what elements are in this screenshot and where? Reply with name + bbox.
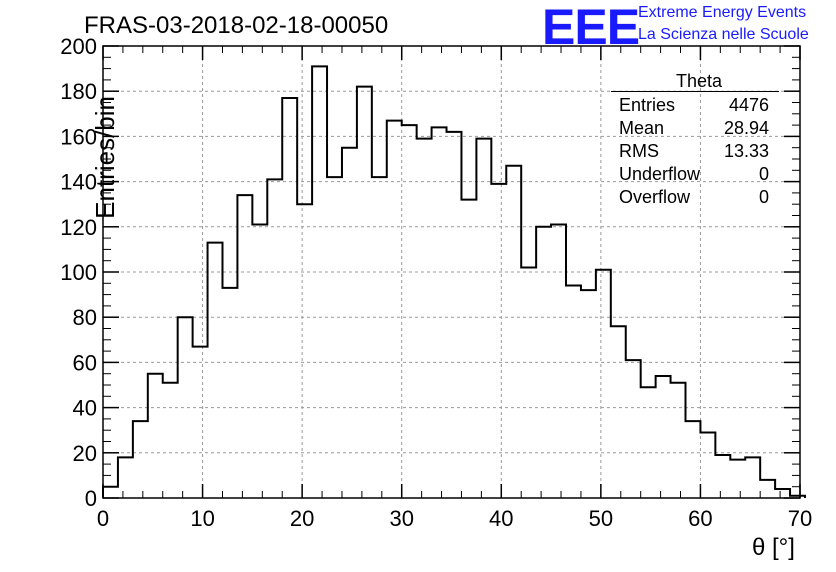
stats-row-underflow: Underflow 0 (611, 163, 779, 186)
logo-line-1: Extreme Energy Events (638, 4, 807, 21)
y-tick-label: 40 (73, 396, 97, 421)
stats-row-entries: Entries 4476 (611, 94, 779, 117)
x-tick-label: 50 (589, 506, 613, 531)
stats-value: 0 (758, 164, 769, 184)
y-tick-label: 160 (60, 124, 97, 149)
y-tick-label: 60 (73, 350, 97, 375)
x-tick-label: 10 (190, 506, 214, 531)
x-tick-label: 60 (688, 506, 712, 531)
x-axis-label: θ [°] (752, 534, 795, 561)
stats-value: 13.33 (723, 141, 769, 161)
stats-label: Underflow (619, 164, 701, 184)
x-tick-labels: 0 10 20 30 40 50 60 70 (97, 506, 812, 531)
y-tick-label: 0 (85, 486, 97, 511)
x-tick-label: 20 (290, 506, 314, 531)
x-tick-label: 70 (788, 506, 812, 531)
histogram-series (102, 65, 806, 498)
stats-row-overflow: Overflow 0 (611, 186, 779, 209)
y-tick-label: 20 (73, 441, 97, 466)
stats-value: 28.94 (723, 118, 769, 138)
logo-caption: Extreme Energy Events La Scienza nelle S… (638, 2, 809, 46)
y-tick-label: 200 (60, 34, 97, 59)
logo-line-2: La Scienza nelle Scuole (638, 26, 809, 43)
x-tick-label: 0 (97, 506, 109, 531)
grid-lines (103, 46, 800, 498)
x-tick-label: 30 (389, 506, 413, 531)
y-tick-labels: 0 20 40 60 80 100 120 140 160 180 200 (60, 34, 97, 511)
y-tick-label: 80 (73, 305, 97, 330)
stats-label: Overflow (619, 187, 691, 207)
y-tick-label: 140 (60, 170, 97, 195)
stats-value: 4476 (728, 95, 769, 115)
x-tick-label: 40 (489, 506, 513, 531)
stats-label: RMS (619, 141, 659, 161)
stats-label: Entries (619, 95, 676, 115)
stats-title: Theta (675, 71, 723, 91)
y-axis-label: Entries/bin (90, 96, 120, 219)
axis-ticks (102, 45, 801, 499)
y-tick-label: 100 (60, 260, 97, 285)
stats-value: 0 (758, 187, 769, 207)
stats-box: Theta Entries 4476 Mean 28.94 RMS 13.33 … (611, 71, 779, 209)
chart-title: FRAS-03-2018-02-18-00050 (84, 12, 389, 39)
eee-logo: EEE (542, 0, 640, 55)
y-tick-label: 180 (60, 79, 97, 104)
stats-row-mean: Mean 28.94 (611, 117, 779, 140)
stats-label: Mean (619, 118, 665, 138)
y-tick-label: 120 (60, 215, 97, 240)
stats-divider (611, 91, 779, 92)
stats-row-rms: RMS 13.33 (611, 140, 779, 163)
